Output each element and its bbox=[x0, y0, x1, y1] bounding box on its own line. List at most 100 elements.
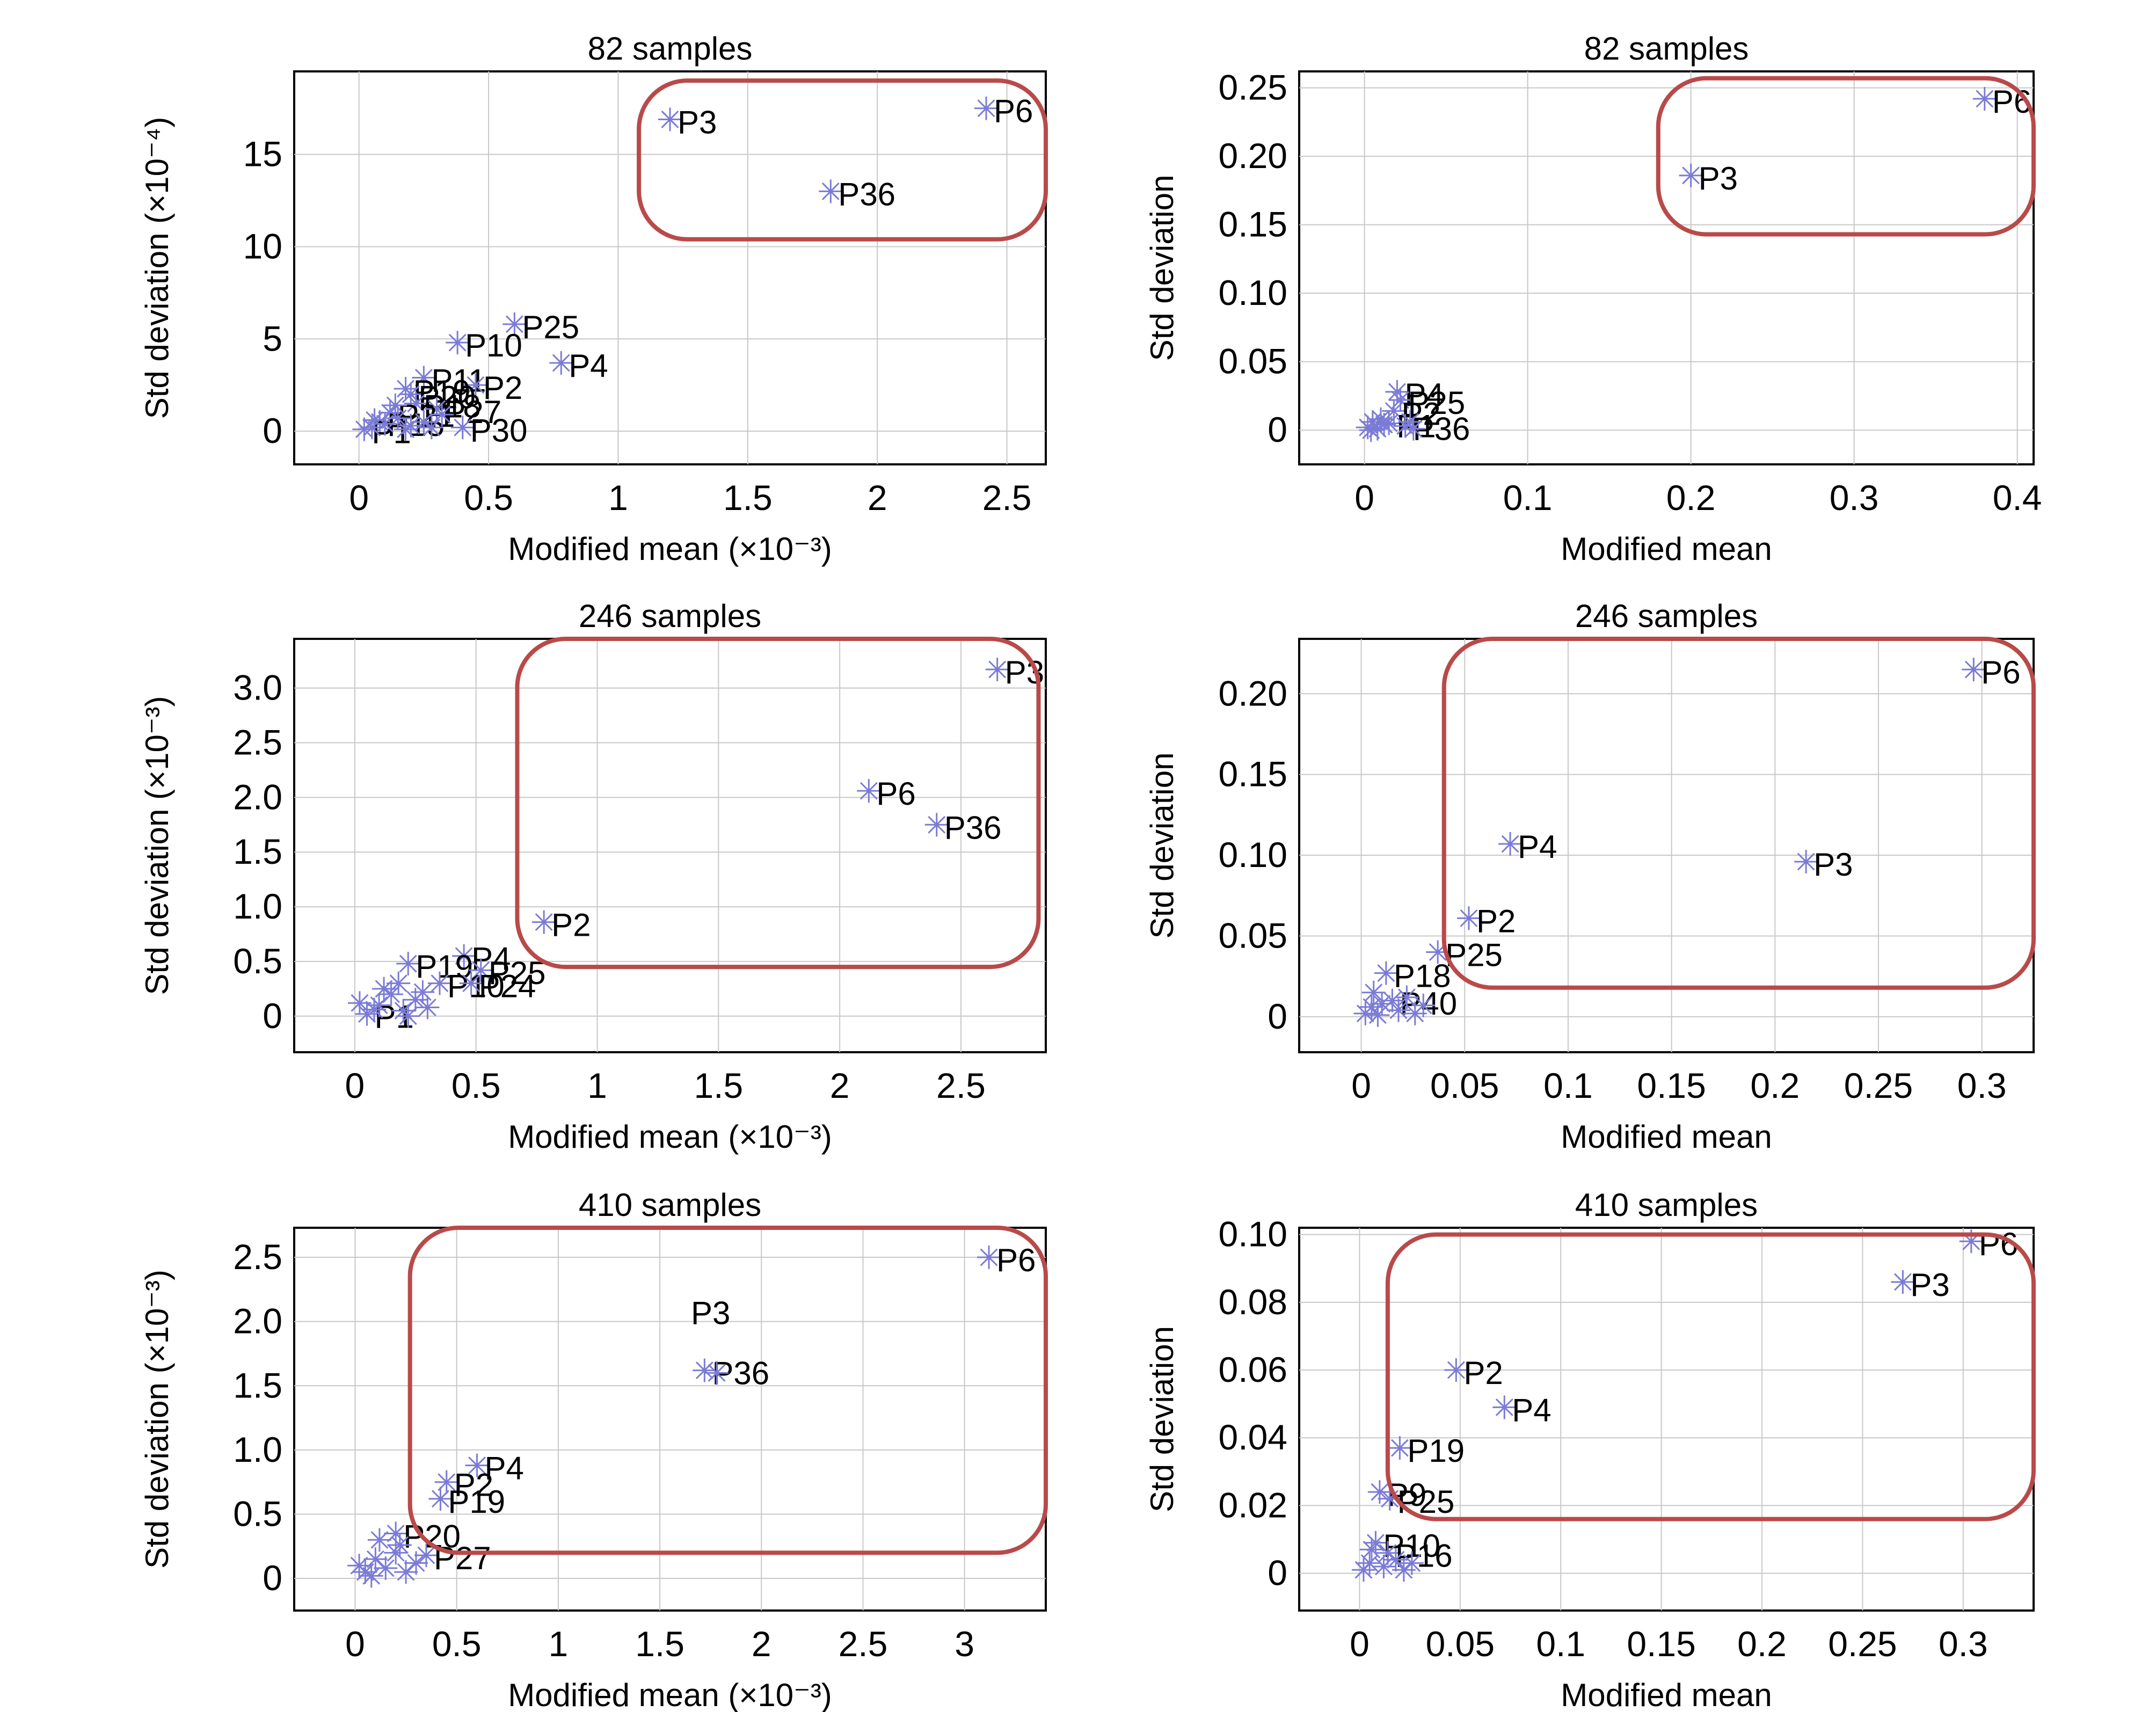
y-tick-label: 0.08 bbox=[1219, 1282, 1287, 1322]
data-point bbox=[705, 1361, 729, 1385]
y-tick-label: 0.10 bbox=[1219, 835, 1287, 875]
x-axis-label: Modified mean (×10⁻³) bbox=[508, 1677, 832, 1712]
y-tick-label: 0.15 bbox=[1219, 205, 1287, 244]
data-point bbox=[1374, 961, 1398, 985]
highlight-box bbox=[1656, 76, 2036, 237]
point-label: P4 bbox=[1518, 829, 1557, 865]
x-tick-label: 0.05 bbox=[1426, 1624, 1495, 1664]
data-point bbox=[1372, 1554, 1396, 1578]
x-tick-label: 0.3 bbox=[1830, 478, 1879, 518]
data-point bbox=[1972, 87, 1997, 111]
point-label: P6 bbox=[876, 776, 915, 812]
data-point bbox=[459, 971, 483, 995]
x-tick-label: 0.15 bbox=[1627, 1624, 1695, 1664]
point-label: P10 bbox=[447, 968, 505, 1004]
y-axis-label: Std deviation bbox=[1144, 1326, 1180, 1512]
point-label: P3 bbox=[1699, 161, 1738, 196]
data-point bbox=[1498, 832, 1523, 856]
y-tick-label: 0.20 bbox=[1219, 673, 1287, 713]
y-tick-label: 0.25 bbox=[1219, 68, 1287, 107]
y-axis-label: Std deviation (×10⁻⁴) bbox=[139, 117, 175, 419]
data-point bbox=[469, 958, 493, 982]
data-point bbox=[396, 1004, 420, 1028]
x-tick-label: 2.5 bbox=[936, 1066, 986, 1105]
data-point bbox=[367, 1528, 391, 1552]
y-tick-label: 0 bbox=[1268, 996, 1287, 1036]
data-point bbox=[1679, 163, 1703, 187]
x-tick-label: 0.5 bbox=[432, 1624, 482, 1664]
chart-title: 410 samples bbox=[579, 1187, 761, 1223]
x-tick-label: 1 bbox=[608, 478, 628, 518]
data-point bbox=[362, 408, 387, 432]
data-point bbox=[658, 107, 682, 132]
data-point bbox=[427, 971, 451, 995]
point-label: P2 bbox=[1463, 1355, 1503, 1391]
x-tick-label: 0.25 bbox=[1844, 1066, 1913, 1105]
data-point bbox=[452, 944, 476, 968]
panel-82-samples-left: 82 samples Modified mean (×10⁻³) Std dev… bbox=[139, 31, 1048, 567]
data-point bbox=[362, 997, 387, 1022]
data-point bbox=[404, 391, 428, 416]
x-tick-label: 1 bbox=[587, 1066, 607, 1105]
x-tick-label: 0.15 bbox=[1637, 1066, 1706, 1105]
point-label: P3 bbox=[678, 104, 717, 140]
point-label: P6 bbox=[1981, 654, 2020, 690]
data-point bbox=[411, 980, 435, 1004]
x-tick-label: 0 bbox=[1351, 1066, 1371, 1105]
data-point bbox=[363, 1547, 388, 1571]
data-point bbox=[1359, 418, 1383, 442]
y-tick-label: 0 bbox=[263, 1558, 282, 1598]
x-tick-label: 0.2 bbox=[1666, 478, 1716, 518]
data-point bbox=[399, 382, 423, 406]
data-point bbox=[819, 179, 843, 203]
x-tick-label: 0.2 bbox=[1750, 1066, 1800, 1105]
data-point bbox=[347, 1554, 372, 1578]
x-tick-label: 0.1 bbox=[1536, 1624, 1585, 1664]
data-point bbox=[1375, 1541, 1400, 1565]
y-tick-label: 0.5 bbox=[233, 941, 282, 981]
point-label: P6 bbox=[996, 1242, 1036, 1278]
annotation-label: P3 bbox=[691, 1295, 730, 1331]
y-tick-label: 0.05 bbox=[1219, 341, 1287, 381]
point-label: P4 bbox=[485, 1451, 524, 1487]
data-point bbox=[1361, 980, 1386, 1004]
data-point bbox=[693, 1358, 717, 1382]
data-point bbox=[1385, 380, 1409, 404]
y-tick-label: 1.5 bbox=[233, 832, 282, 871]
data-point bbox=[384, 1521, 408, 1546]
data-point bbox=[1386, 998, 1410, 1022]
data-point bbox=[419, 416, 443, 440]
panel-246-samples-right: 246 samples Modified mean Std deviation … bbox=[1144, 598, 2036, 1155]
x-tick-label: 0.5 bbox=[451, 1066, 501, 1105]
y-tick-label: 2.0 bbox=[233, 777, 282, 817]
panel-82-samples-right: 82 samples Modified mean Std deviation 0… bbox=[1144, 31, 2042, 567]
data-point bbox=[446, 331, 470, 355]
data-point bbox=[450, 416, 475, 440]
data-point bbox=[463, 373, 487, 397]
x-tick-label: 2 bbox=[830, 1066, 850, 1105]
y-tick-label: 0.10 bbox=[1219, 273, 1287, 312]
chart-title: 82 samples bbox=[1584, 31, 1749, 67]
point-label: P40 bbox=[1400, 986, 1457, 1022]
x-tick-label: 2.5 bbox=[839, 1624, 888, 1664]
y-axis-label: Std deviation bbox=[1144, 175, 1180, 361]
y-axis-label: Std deviation bbox=[1144, 753, 1180, 939]
x-tick-label: 0 bbox=[345, 1066, 365, 1105]
plot-area bbox=[1298, 638, 2035, 1053]
y-tick-label: 0 bbox=[1268, 410, 1287, 449]
plot-area bbox=[293, 638, 1047, 1053]
data-point bbox=[372, 977, 396, 1001]
x-tick-label: 2 bbox=[752, 1624, 771, 1664]
y-tick-label: 0.04 bbox=[1219, 1417, 1287, 1457]
x-tick-label: 0 bbox=[1350, 1624, 1370, 1664]
x-tick-label: 2.5 bbox=[982, 478, 1032, 518]
data-point bbox=[1444, 1358, 1468, 1382]
data-point bbox=[1392, 1558, 1416, 1582]
x-tick-label: 0.5 bbox=[464, 478, 513, 518]
point-label: P2 bbox=[1476, 903, 1516, 939]
highlight-box bbox=[1385, 1232, 2036, 1521]
data-point bbox=[1962, 658, 1986, 682]
data-point bbox=[974, 96, 998, 120]
data-point bbox=[394, 1560, 418, 1584]
data-point bbox=[430, 403, 454, 427]
